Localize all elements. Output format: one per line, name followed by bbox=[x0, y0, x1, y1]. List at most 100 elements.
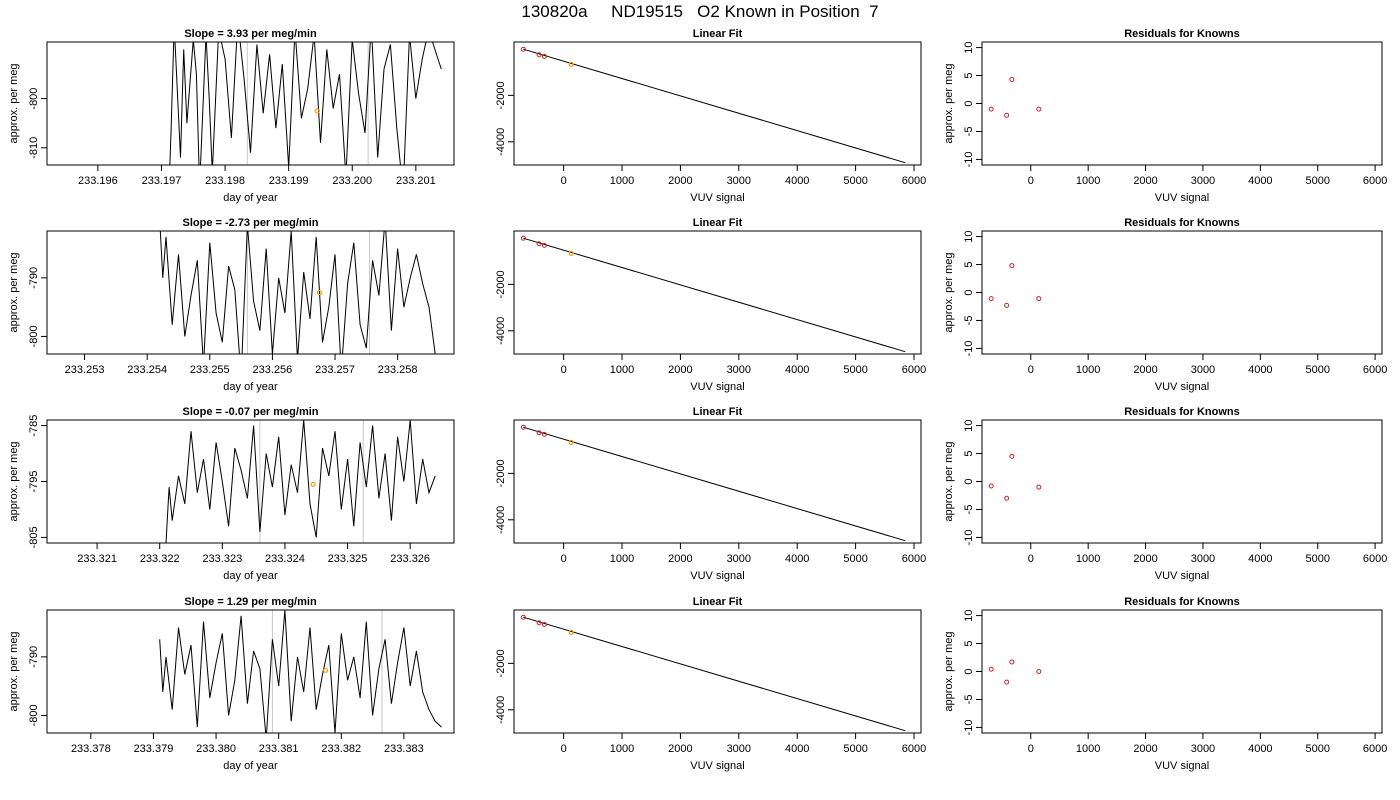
plot-frame bbox=[46, 41, 455, 166]
y-axis-label: approx. per meg bbox=[943, 441, 955, 521]
x-tick-label: 233.253 bbox=[65, 364, 105, 376]
x-tick-label: 5000 bbox=[1305, 175, 1329, 187]
x-tick-label: 1000 bbox=[1076, 743, 1100, 755]
y-tick-label: 0 bbox=[963, 478, 975, 484]
plot-frame bbox=[513, 41, 922, 166]
panel-title: Slope = 3.93 per meg/min bbox=[184, 28, 317, 40]
x-tick-label: 3000 bbox=[727, 364, 751, 376]
x-tick-label: 6000 bbox=[1363, 743, 1387, 755]
data-point bbox=[1004, 495, 1010, 501]
x-tick-label: 4000 bbox=[1248, 364, 1272, 376]
y-tick-label: -4000 bbox=[495, 317, 507, 345]
highlight-point bbox=[316, 289, 322, 296]
x-tick-label: 3000 bbox=[727, 743, 751, 755]
x-tick-label: 233.255 bbox=[190, 364, 230, 376]
x-tick-label: 4000 bbox=[1248, 553, 1272, 565]
x-axis-label: VUV signal bbox=[1155, 570, 1209, 582]
y-axis-label: approx. per meg bbox=[943, 631, 955, 711]
x-tick-label: 0 bbox=[1028, 175, 1034, 187]
x-tick-label: 233.378 bbox=[71, 743, 111, 755]
x-tick-label: 3000 bbox=[727, 175, 751, 187]
x-tick-label: 233.200 bbox=[332, 175, 372, 187]
data-point bbox=[1036, 669, 1042, 674]
data-point bbox=[1036, 296, 1042, 302]
x-tick-label: 3000 bbox=[1191, 553, 1215, 565]
data-point bbox=[541, 53, 547, 59]
plot-frame bbox=[513, 609, 922, 734]
y-tick-label: -4000 bbox=[495, 696, 507, 724]
panel-3-2: Linear Fit 0 1000 2000 3000 4000 5000 6000 -2000… bbox=[495, 406, 926, 582]
plot-area bbox=[988, 76, 1042, 118]
data-point bbox=[988, 666, 994, 672]
x-tick-label: 4000 bbox=[785, 743, 809, 755]
y-tick-label: -790 bbox=[28, 646, 40, 668]
panel-title: Residuals for Knowns bbox=[1124, 596, 1240, 608]
panel-title: Residuals for Knowns bbox=[1124, 28, 1240, 40]
panel-title: Linear Fit bbox=[693, 596, 743, 608]
x-tick-label: 233.199 bbox=[269, 175, 309, 187]
data-point bbox=[536, 241, 542, 247]
x-tick-label: 233.196 bbox=[78, 175, 118, 187]
y-tick-label: 0 bbox=[963, 100, 975, 106]
y-tick-label: -10 bbox=[963, 151, 975, 167]
y-tick-label: 0 bbox=[963, 289, 975, 295]
plot-area bbox=[988, 659, 1042, 685]
panel-1-1: Slope = 3.93 per meg/min 233.196 233.197 23… bbox=[8, 28, 455, 204]
plot-frame bbox=[981, 609, 1383, 734]
x-tick-label: 5000 bbox=[843, 743, 867, 755]
data-point bbox=[541, 621, 547, 627]
x-tick-label: 3000 bbox=[1191, 175, 1215, 187]
x-tick-label: 0 bbox=[561, 175, 567, 187]
x-tick-label: 1000 bbox=[610, 175, 634, 187]
x-tick-label: 1000 bbox=[610, 553, 634, 565]
x-tick-label: 0 bbox=[561, 553, 567, 565]
plot-frame bbox=[46, 419, 455, 544]
x-tick-label: 2000 bbox=[1133, 364, 1157, 376]
panel-2-1: Slope = -2.73 per meg/min 233.253 233.254 2… bbox=[8, 217, 455, 393]
y-tick-label: -805 bbox=[28, 526, 40, 548]
panel-2-2: Linear Fit 0 1000 2000 3000 4000 5000 6000 -2000… bbox=[495, 217, 926, 393]
x-tick-label: 4000 bbox=[785, 553, 809, 565]
x-tick-label: 0 bbox=[561, 364, 567, 376]
x-tick-label: 233.197 bbox=[142, 175, 182, 187]
x-tick-label: 0 bbox=[1028, 743, 1034, 755]
data-point bbox=[988, 106, 994, 112]
x-tick-label: 233.257 bbox=[315, 364, 355, 376]
y-tick-label: -4000 bbox=[495, 128, 507, 156]
panel-3-1: Slope = -0.07 per meg/min 233.321 233.322 2… bbox=[8, 406, 455, 582]
x-tick-label: 233.256 bbox=[253, 364, 293, 376]
x-tick-label: 6000 bbox=[902, 553, 926, 565]
series-line bbox=[169, 42, 442, 165]
x-tick-label: 5000 bbox=[1305, 553, 1329, 565]
plot-area bbox=[165, 420, 436, 543]
data-point bbox=[1036, 484, 1042, 490]
panel-1-2: Linear Fit 0 1000 2000 3000 4000 5000 6000 -2000… bbox=[495, 28, 926, 204]
x-tick-label: 233.326 bbox=[390, 553, 430, 565]
figure-title: 130820a ND19515 O2 Known in Position 7 bbox=[521, 2, 879, 21]
data-point bbox=[1004, 679, 1010, 685]
y-tick-label: -800 bbox=[28, 88, 40, 110]
series-line bbox=[523, 426, 906, 542]
y-tick-label: -810 bbox=[28, 137, 40, 159]
x-tick-label: 233.321 bbox=[77, 553, 117, 565]
x-tick-label: 233.325 bbox=[328, 553, 368, 565]
panel-2-3: Residuals for Knowns 0 1000 2000 3000 4000 500… bbox=[943, 217, 1387, 393]
series-line bbox=[159, 231, 436, 354]
x-tick-label: 0 bbox=[1028, 364, 1034, 376]
y-tick-label: 10 bbox=[963, 230, 975, 242]
x-tick-label: 6000 bbox=[1363, 364, 1387, 376]
data-point bbox=[988, 483, 994, 489]
x-tick-label: 233.380 bbox=[196, 743, 236, 755]
y-axis-label: approx. per meg bbox=[943, 252, 955, 332]
data-point bbox=[536, 620, 542, 626]
x-tick-label: 233.254 bbox=[127, 364, 167, 376]
highlight-point bbox=[568, 629, 574, 635]
x-tick-label: 2000 bbox=[668, 743, 692, 755]
highlight-point bbox=[310, 481, 316, 487]
x-tick-label: 233.324 bbox=[265, 553, 305, 565]
panel-title: Linear Fit bbox=[693, 406, 743, 418]
highlight-point bbox=[323, 667, 329, 673]
x-tick-label: 1000 bbox=[1076, 364, 1100, 376]
panel-title: Slope = 1.29 per meg/min bbox=[184, 596, 317, 608]
y-axis-label: approx. per meg bbox=[8, 252, 20, 332]
